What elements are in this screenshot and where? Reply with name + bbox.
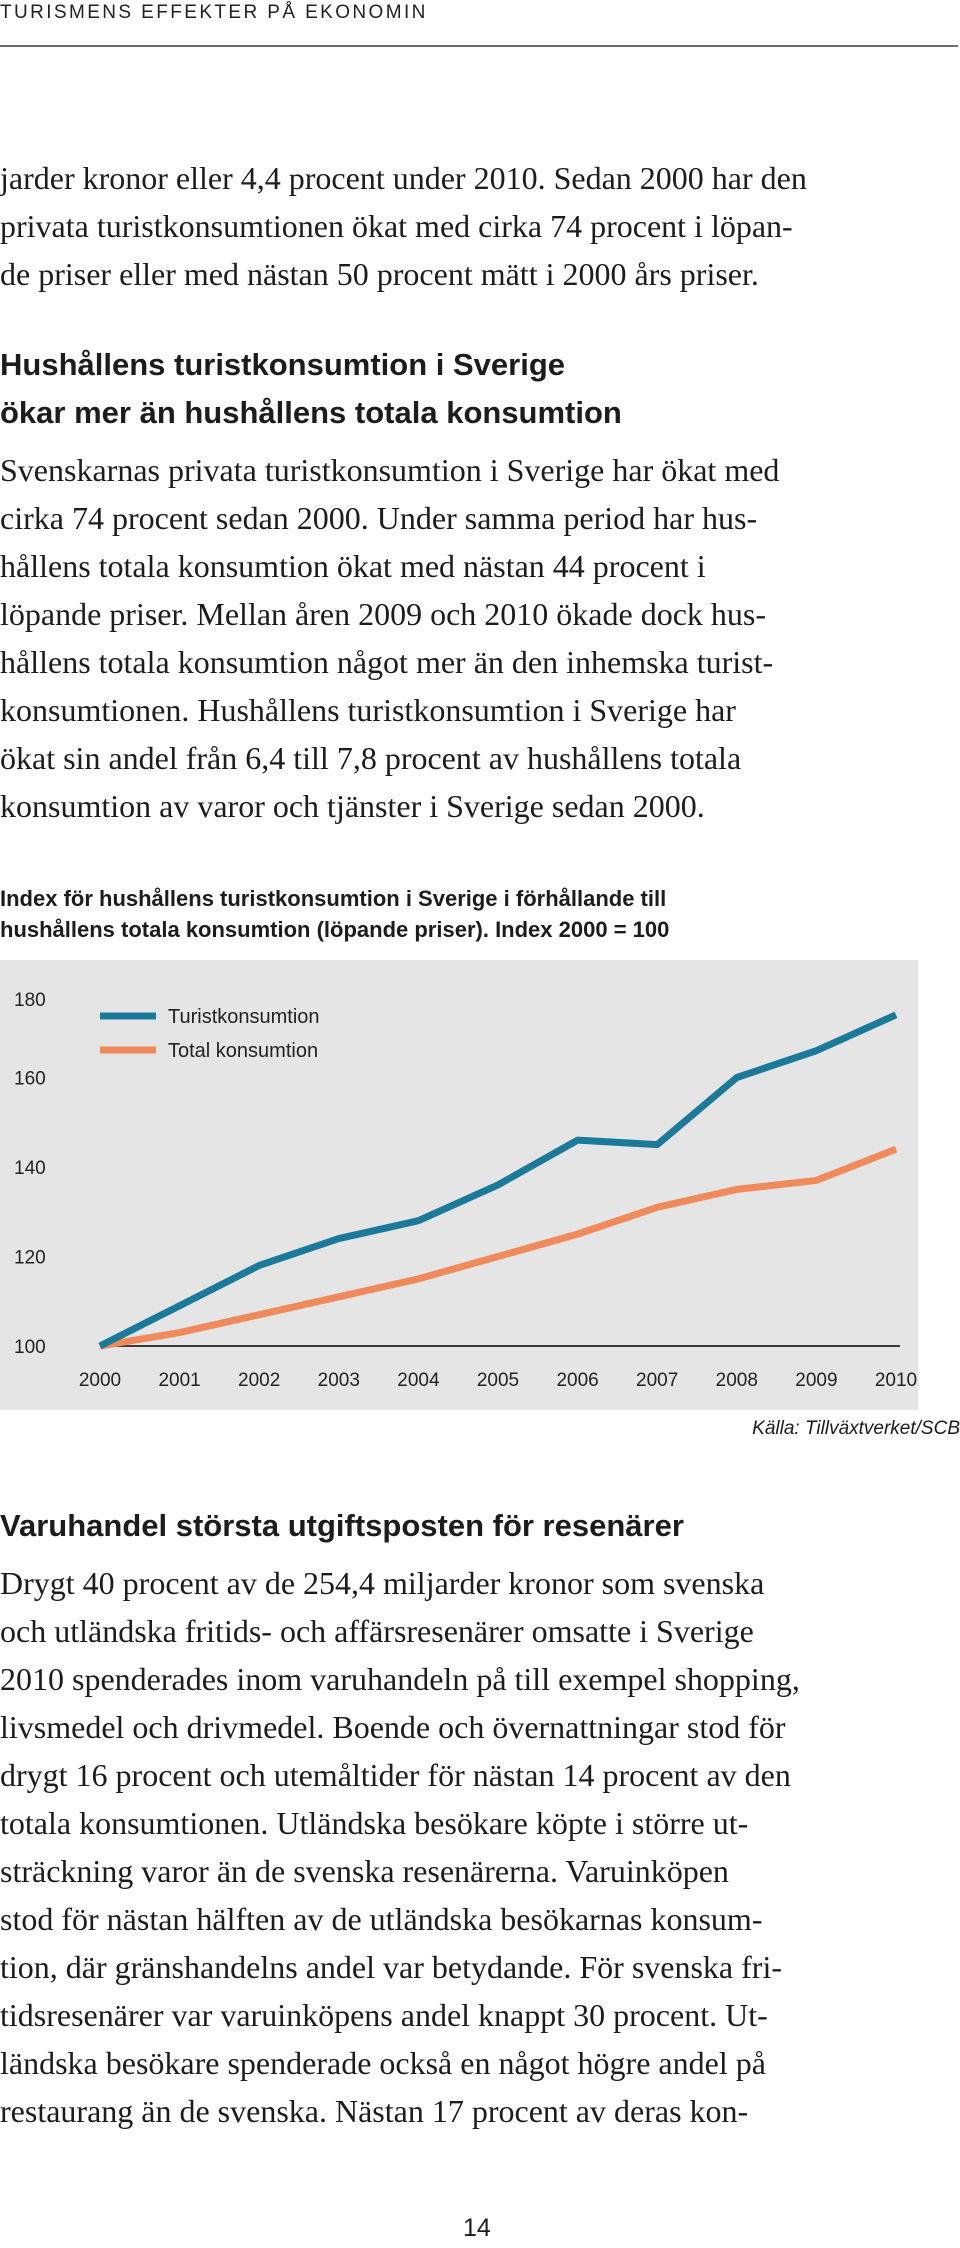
paragraph-line: 2010 spenderades inom varuhandeln på til… [0, 1661, 800, 1697]
paragraph-line: stod för nästan hälften av de utländska … [0, 1901, 763, 1937]
paragraph-line: Drygt 40 procent av de 254,4 miljarder k… [0, 1565, 765, 1601]
paragraph-line: privata turistkonsumtionen ökat med cirk… [0, 208, 793, 244]
paragraph-line: ländska besökare spenderade också en någ… [0, 2045, 766, 2081]
header-divider [0, 45, 958, 47]
series-line-turistkonsumtion [98, 1011, 898, 1350]
x-tick-label: 2010 [875, 1370, 917, 1391]
x-tick-label: 2004 [397, 1370, 440, 1391]
x-tick-label: 2009 [795, 1370, 837, 1391]
paragraph-line: ökat sin andel från 6,4 till 7,8 procent… [0, 740, 742, 776]
x-tick-label: 2005 [477, 1370, 519, 1391]
paragraph-line: sträckning varor än de svenska resenärer… [0, 1853, 729, 1889]
paragraph-line: och utländska fritids- och affärsresenär… [0, 1613, 754, 1649]
paragraph-line: Svenskarnas privata turistkonsumtion i S… [0, 452, 780, 488]
paragraph-line: drygt 16 procent och utemåltider för näs… [0, 1757, 791, 1793]
x-tick-label: 2002 [238, 1370, 280, 1391]
legend-label: Total konsumtion [168, 1040, 318, 1062]
paragraph-line: löpande priser. Mellan åren 2009 och 201… [0, 596, 767, 632]
legend-label: Turistkonsumtion [168, 1006, 320, 1028]
x-tick-label: 2008 [716, 1370, 758, 1391]
paragraph-line: livsmedel och drivmedel. Boende och över… [0, 1709, 786, 1745]
section-heading: ökar mer än hushållens totala konsumtion [0, 395, 622, 430]
figure-source: Källa: Tillväxtverket/SCB [752, 1418, 960, 1439]
paragraph-line: tidsresenärer var varuinköpens andel kna… [0, 1997, 768, 2033]
paragraph-line: totala konsumtionen. Utländska besökare … [0, 1805, 749, 1841]
paragraph-line: konsumtion av varor och tjänster i Sveri… [0, 788, 705, 824]
series-line-total-konsumtion [99, 1145, 898, 1350]
caption-line: Index för hushållens turistkonsumtion i … [0, 886, 667, 911]
line-chart-panel: 100 120 140 160 180 2000 2001 2002 2003 2004 2005 2… [0, 960, 918, 1410]
running-head: TURISMENS EFFEKTER PÅ EKONOMIN [0, 2, 428, 23]
caption-line: hushållens totala konsumtion (löpande pr… [0, 917, 670, 942]
paragraph-line: jarder kronor eller 4,4 procent under 20… [0, 160, 807, 196]
y-tick-label: 120 [14, 1248, 46, 1269]
x-tick-label: 2001 [158, 1370, 200, 1391]
paragraph-line: konsumtionen. Hushållens turistkonsumtio… [0, 692, 736, 728]
line-chart: 100 120 140 160 180 2000 2001 2002 2003 2004 2005 2… [14, 990, 917, 1391]
y-tick-label: 180 [14, 990, 46, 1011]
y-tick-label: 100 [14, 1337, 46, 1358]
section-heading: Varuhandel största utgiftsposten för res… [0, 1508, 684, 1543]
paragraph-line: hållens totala konsumtion ökat med nästa… [0, 548, 706, 584]
paragraph-line: tion, där gränshandelns andel var betyda… [0, 1949, 782, 1985]
paragraph-line: cirka 74 procent sedan 2000. Under samma… [0, 500, 758, 536]
x-tick-label: 2000 [79, 1370, 121, 1391]
paragraph-line: hållens totala konsumtion något mer än d… [0, 644, 774, 680]
x-tick-label: 2006 [556, 1370, 598, 1391]
paragraph-line: restaurang än de svenska. Nästan 17 proc… [0, 2093, 749, 2129]
y-tick-label: 140 [14, 1158, 46, 1179]
y-tick-label: 160 [14, 1069, 46, 1090]
x-tick-label: 2007 [636, 1370, 678, 1391]
page-header: TURISMENS EFFEKTER PÅ EKONOMIN [0, 0, 960, 48]
paragraph-line: de priser eller med nästan 50 procent mä… [0, 256, 759, 292]
x-tick-label: 2003 [318, 1370, 360, 1391]
section-heading: Hushållens turistkonsumtion i Sverige [0, 347, 566, 382]
page-number: 14 [463, 2214, 491, 2242]
